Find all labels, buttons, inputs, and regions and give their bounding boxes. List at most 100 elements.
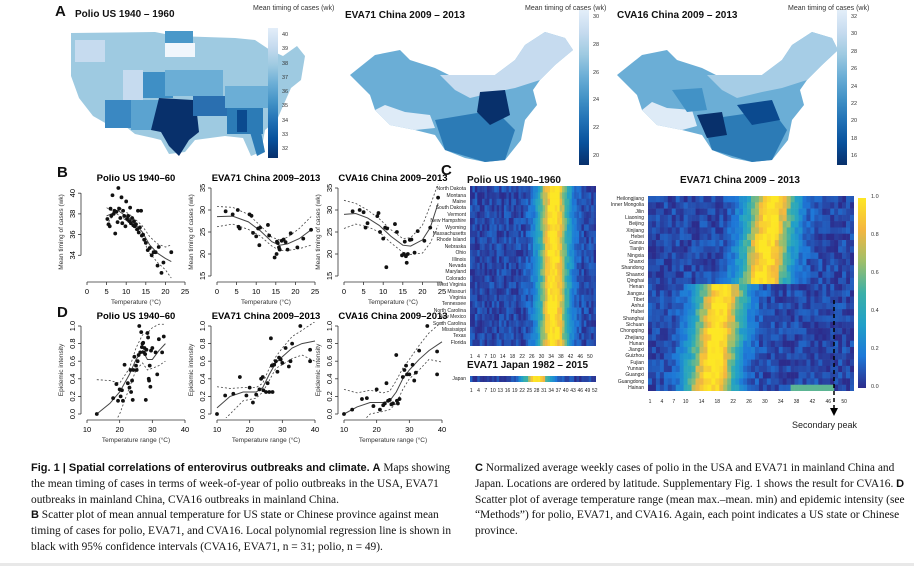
heatmap-cell (581, 307, 585, 315)
heatmap-cell (830, 284, 835, 291)
heatmap-cell (699, 290, 704, 297)
heatmap-cell (549, 256, 553, 264)
heatmap-cell (850, 290, 854, 297)
heatmap-cell (846, 227, 851, 235)
x-tick-label: 15 (142, 287, 150, 296)
heatmap-cell (735, 384, 740, 391)
heatmap-cell (516, 218, 519, 225)
heatmap-cell (545, 211, 548, 219)
heatmap-cell (762, 284, 768, 291)
y-tick-label: 40 (68, 189, 77, 197)
heatmap-cell (659, 372, 665, 379)
heatmap-cell (715, 290, 720, 297)
heatmap-cell (842, 384, 847, 391)
heatmap-cell (489, 376, 493, 382)
heatmap-cell (747, 227, 752, 235)
heatmap-cell (778, 290, 783, 297)
heatmap-cell (535, 211, 539, 219)
x-tick-label: 0 (215, 287, 219, 296)
heatmap-cell (588, 198, 592, 206)
plot-area (216, 206, 313, 260)
heatmap-cell (489, 224, 493, 232)
heatmap-cell (571, 333, 575, 340)
heatmap-cell (557, 186, 560, 193)
heatmap-cell (525, 333, 529, 340)
heatmap-cell (586, 250, 590, 257)
data-point (365, 221, 370, 226)
heatmap-cell (679, 246, 684, 253)
heatmap-cell (731, 315, 736, 323)
heatmap-cell (818, 221, 823, 228)
heatmap-cell (754, 384, 760, 391)
heatmap-row-label: Jiangsu (626, 290, 644, 297)
heatmap-cell (774, 334, 780, 341)
heatmap-cell (810, 246, 815, 253)
heatmap-cell (554, 326, 558, 334)
y-axis-label: Mean timing of cases (wk) (58, 194, 65, 270)
heatmap-cell (719, 196, 724, 203)
heatmap-cell (806, 214, 811, 222)
heatmap-cell (549, 186, 553, 193)
heatmap-cell (834, 214, 839, 222)
heatmap-cell (499, 205, 502, 212)
heatmap-cell (707, 340, 712, 348)
heatmap-cell (679, 240, 684, 247)
heatmap-cell (535, 314, 539, 321)
heatmap-cell (535, 301, 539, 308)
heatmap-cell (542, 243, 546, 251)
heatmap-cell (743, 290, 748, 297)
heatmap-cell (723, 277, 728, 285)
heatmap-x-tick-label: 40 (562, 388, 569, 394)
heatmap-cell (806, 302, 811, 310)
data-point (235, 208, 240, 212)
heatmap-cell (747, 258, 752, 266)
heatmap-cell (520, 282, 524, 289)
heatmap-cell (723, 378, 728, 386)
heatmap-cell (516, 301, 519, 308)
heatmap-cell (562, 262, 565, 270)
heatmap-cell (739, 302, 744, 310)
heatmap-grid (470, 376, 596, 382)
heatmap-cell (545, 333, 548, 340)
heatmap-cell (675, 284, 680, 291)
heatmap-cell (484, 211, 488, 219)
heatmap-cell (496, 237, 500, 244)
heatmap-cell (588, 301, 592, 308)
data-point (125, 381, 130, 386)
data-point (115, 220, 120, 225)
heatmap-cell (667, 309, 673, 316)
data-point (143, 240, 148, 245)
heatmap-cell (790, 277, 795, 285)
heatmap-cell (545, 224, 548, 232)
heatmap-cell (482, 376, 485, 382)
heatmap-cell (479, 275, 483, 283)
heatmap-cell (834, 271, 839, 279)
heatmap-cell (494, 376, 497, 382)
heatmap-cell (479, 243, 483, 251)
data-point (107, 224, 112, 229)
heatmap-cell (679, 214, 684, 222)
heatmap-cell (537, 224, 541, 232)
heatmap-cell (564, 269, 568, 276)
heatmap-row-label: Colorado (445, 275, 466, 282)
heatmap-cell (648, 233, 653, 241)
heatmap-cell (703, 309, 708, 316)
heatmap-cell (818, 365, 823, 373)
arrow-down-icon (830, 408, 838, 416)
heatmap-cell (683, 321, 688, 329)
heatmap-cell (523, 198, 527, 206)
heatmap-cell (583, 275, 587, 283)
data-point (130, 216, 134, 220)
heatmap-row-label: Missouri (447, 288, 466, 295)
heatmap-cell (503, 294, 507, 302)
heatmap-cell (579, 307, 582, 315)
heatmap-cell (562, 186, 565, 193)
heatmap-cell (683, 271, 688, 279)
heatmap-cell (762, 258, 768, 266)
heatmap-cell (747, 233, 752, 241)
heatmap-cell (479, 192, 483, 200)
heatmap-cell (518, 211, 522, 219)
heatmap-cell (703, 258, 708, 266)
data-point (122, 362, 127, 367)
heatmap-cell (830, 302, 835, 310)
